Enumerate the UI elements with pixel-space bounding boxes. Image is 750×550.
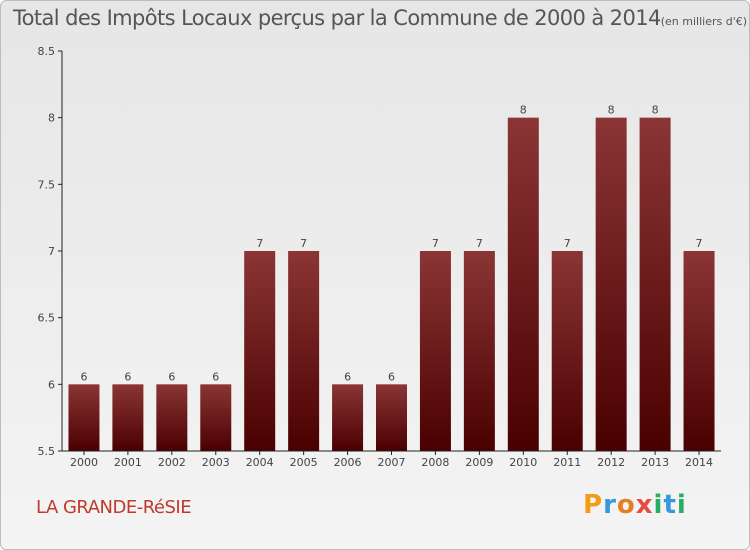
x-tick-label: 2004 <box>246 456 274 469</box>
bar-value-label: 6 <box>212 370 219 383</box>
x-tick-label: 2003 <box>202 456 230 469</box>
bar <box>419 251 451 451</box>
bar <box>595 117 627 452</box>
x-tick-label: 2002 <box>158 456 186 469</box>
bar <box>332 384 364 451</box>
bar <box>200 384 232 451</box>
x-tick-label: 2009 <box>465 456 493 469</box>
bar <box>376 384 407 451</box>
bar-value-label: 6 <box>344 370 351 383</box>
y-tick-label: 8.5 <box>38 45 56 58</box>
bar-value-label: 8 <box>608 104 615 117</box>
bar <box>156 384 188 451</box>
chart-unit: (en milliers d'€) <box>660 15 748 28</box>
bar-value-label: 7 <box>696 237 703 250</box>
bar-value-label: 8 <box>520 104 527 117</box>
bar <box>68 384 100 451</box>
y-tick-label: 6 <box>48 378 55 391</box>
logo-letter: o <box>616 490 636 520</box>
x-tick-label: 2007 <box>378 456 406 469</box>
bar-value-label: 7 <box>564 237 571 250</box>
bar <box>507 117 539 452</box>
bar-value-label: 7 <box>300 237 307 250</box>
logo-letter: x <box>635 490 654 520</box>
bar <box>244 251 276 451</box>
bar-value-label: 6 <box>80 370 87 383</box>
x-tick-label: 2006 <box>334 456 362 469</box>
bar <box>112 384 144 451</box>
chart-title-text: Total des Impôts Locaux perçus par la Co… <box>13 6 661 30</box>
bar <box>683 251 715 451</box>
bar-value-label: 6 <box>124 370 131 383</box>
logo-letter: P <box>583 490 604 520</box>
bar <box>288 251 320 451</box>
x-tick-label: 2012 <box>597 456 625 469</box>
bar-value-label: 6 <box>168 370 175 383</box>
bar-value-label: 7 <box>432 237 439 250</box>
proxiti-logo[interactable]: Proxiti <box>583 490 687 520</box>
y-tick-label: 6.5 <box>38 312 56 325</box>
bar-value-label: 7 <box>476 237 483 250</box>
chart-title: Total des Impôts Locaux perçus par la Co… <box>13 6 747 30</box>
logo-letter: t <box>663 490 677 520</box>
x-tick-label: 2013 <box>641 456 669 469</box>
logo-letter: r <box>603 490 617 520</box>
x-tick-label: 2014 <box>685 456 713 469</box>
logo-letter: i <box>653 490 664 520</box>
x-tick-label: 2001 <box>114 456 142 469</box>
bar <box>551 251 583 451</box>
bar <box>463 251 495 451</box>
y-tick-label: 7.5 <box>38 178 56 191</box>
bar-value-label: 7 <box>256 237 263 250</box>
y-tick-label: 5.5 <box>38 445 56 458</box>
bar-value-label: 8 <box>652 104 659 117</box>
commune-name: LA GRANDE-RéSIE <box>36 497 192 518</box>
x-tick-label: 2000 <box>70 456 98 469</box>
logo-letter: i <box>676 490 687 520</box>
y-tick-label: 7 <box>48 245 55 258</box>
x-tick-label: 2011 <box>553 456 581 469</box>
y-tick-label: 8 <box>48 112 55 125</box>
x-tick-label: 2010 <box>509 456 537 469</box>
bar-value-label: 6 <box>388 370 395 383</box>
x-tick-label: 2008 <box>421 456 449 469</box>
x-tick-label: 2005 <box>290 456 318 469</box>
bar <box>639 117 671 452</box>
